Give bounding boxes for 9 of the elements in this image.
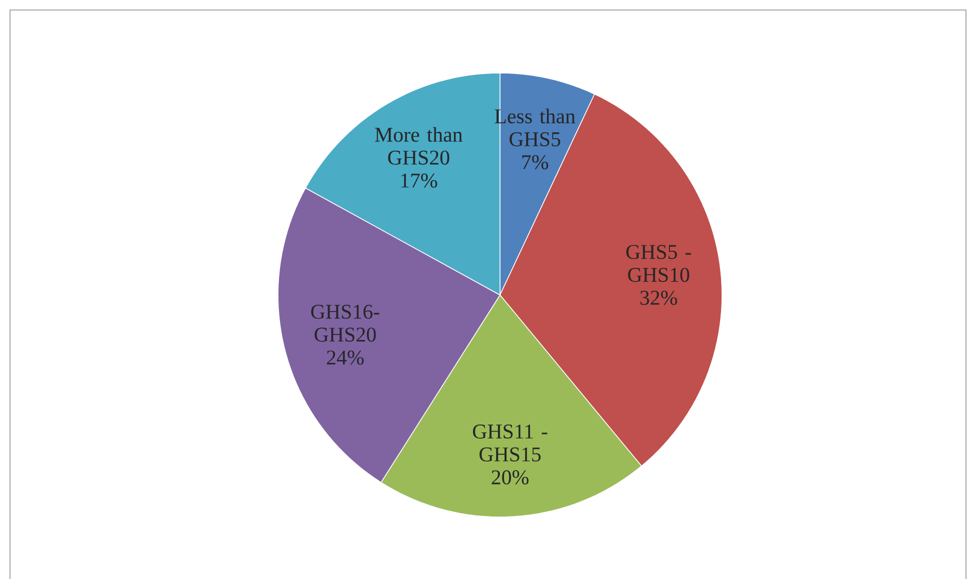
data-label: 32% (640, 290, 678, 305)
slice-label: GHS11 - GHS15 (472, 424, 548, 462)
data-label: 24% (326, 350, 364, 365)
slice-label: More than GHS20 (375, 127, 462, 165)
slice-label: GHS5 - GHS10 (626, 244, 691, 282)
data-label: 20% (492, 470, 529, 484)
data-label: 7% (522, 155, 548, 170)
slice-label: GHS16-GHS20 (311, 304, 380, 342)
data-label: 17% (401, 174, 438, 188)
